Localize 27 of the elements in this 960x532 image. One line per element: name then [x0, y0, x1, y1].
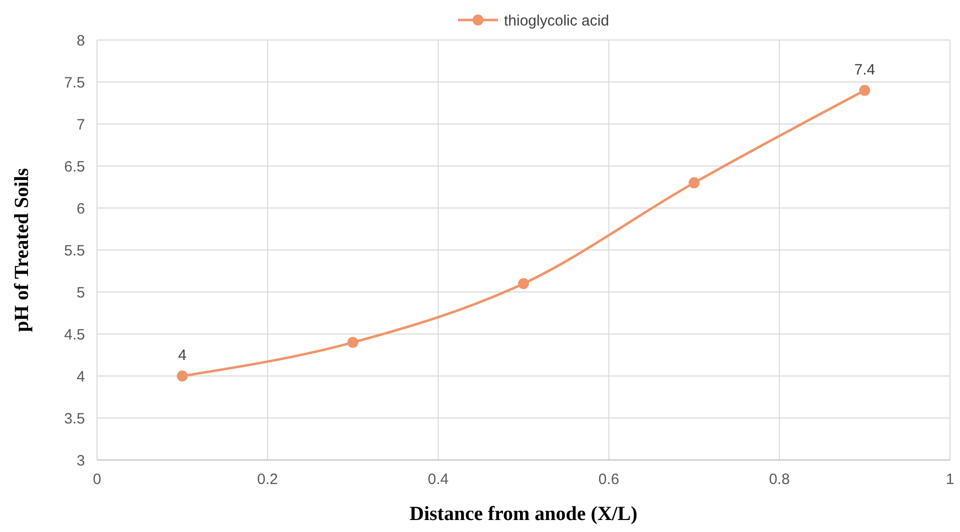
legend-label: thioglycolic acid	[504, 12, 610, 30]
x-axis-title: Distance from anode (X/L)	[410, 503, 638, 525]
y-tick-label: 4	[76, 368, 85, 386]
point	[688, 177, 700, 188]
y-tick-label: 7	[76, 116, 85, 134]
y-tick-label: 6.5	[64, 158, 85, 176]
point	[176, 370, 188, 382]
y-tick-label: 3	[76, 452, 85, 470]
x-tick-label: 0.4	[428, 471, 449, 488]
y-tick-label: 8	[76, 32, 85, 50]
y-tick-label: 6	[76, 200, 85, 218]
point	[347, 336, 358, 348]
x-tick-label: 1	[946, 471, 954, 488]
y-axis-title: pH of Treated Soils	[11, 168, 33, 332]
y-tick-label: 4.5	[64, 326, 85, 344]
data-label: 7.4	[854, 61, 876, 78]
x-tick-label: 0.2	[257, 471, 278, 488]
y-tick-label: 7.5	[64, 74, 85, 92]
point	[518, 278, 529, 290]
x-tick-label: 0.8	[768, 471, 790, 488]
x-tick-label: 0.6	[598, 471, 620, 488]
data-label: 4	[178, 347, 186, 364]
x-tick-label: 0	[92, 471, 102, 488]
point	[859, 84, 870, 96]
y-tick-label: 5.5	[64, 242, 85, 260]
y-tick-label: 3.5	[64, 410, 85, 428]
y-tick-label: 5	[76, 284, 85, 302]
